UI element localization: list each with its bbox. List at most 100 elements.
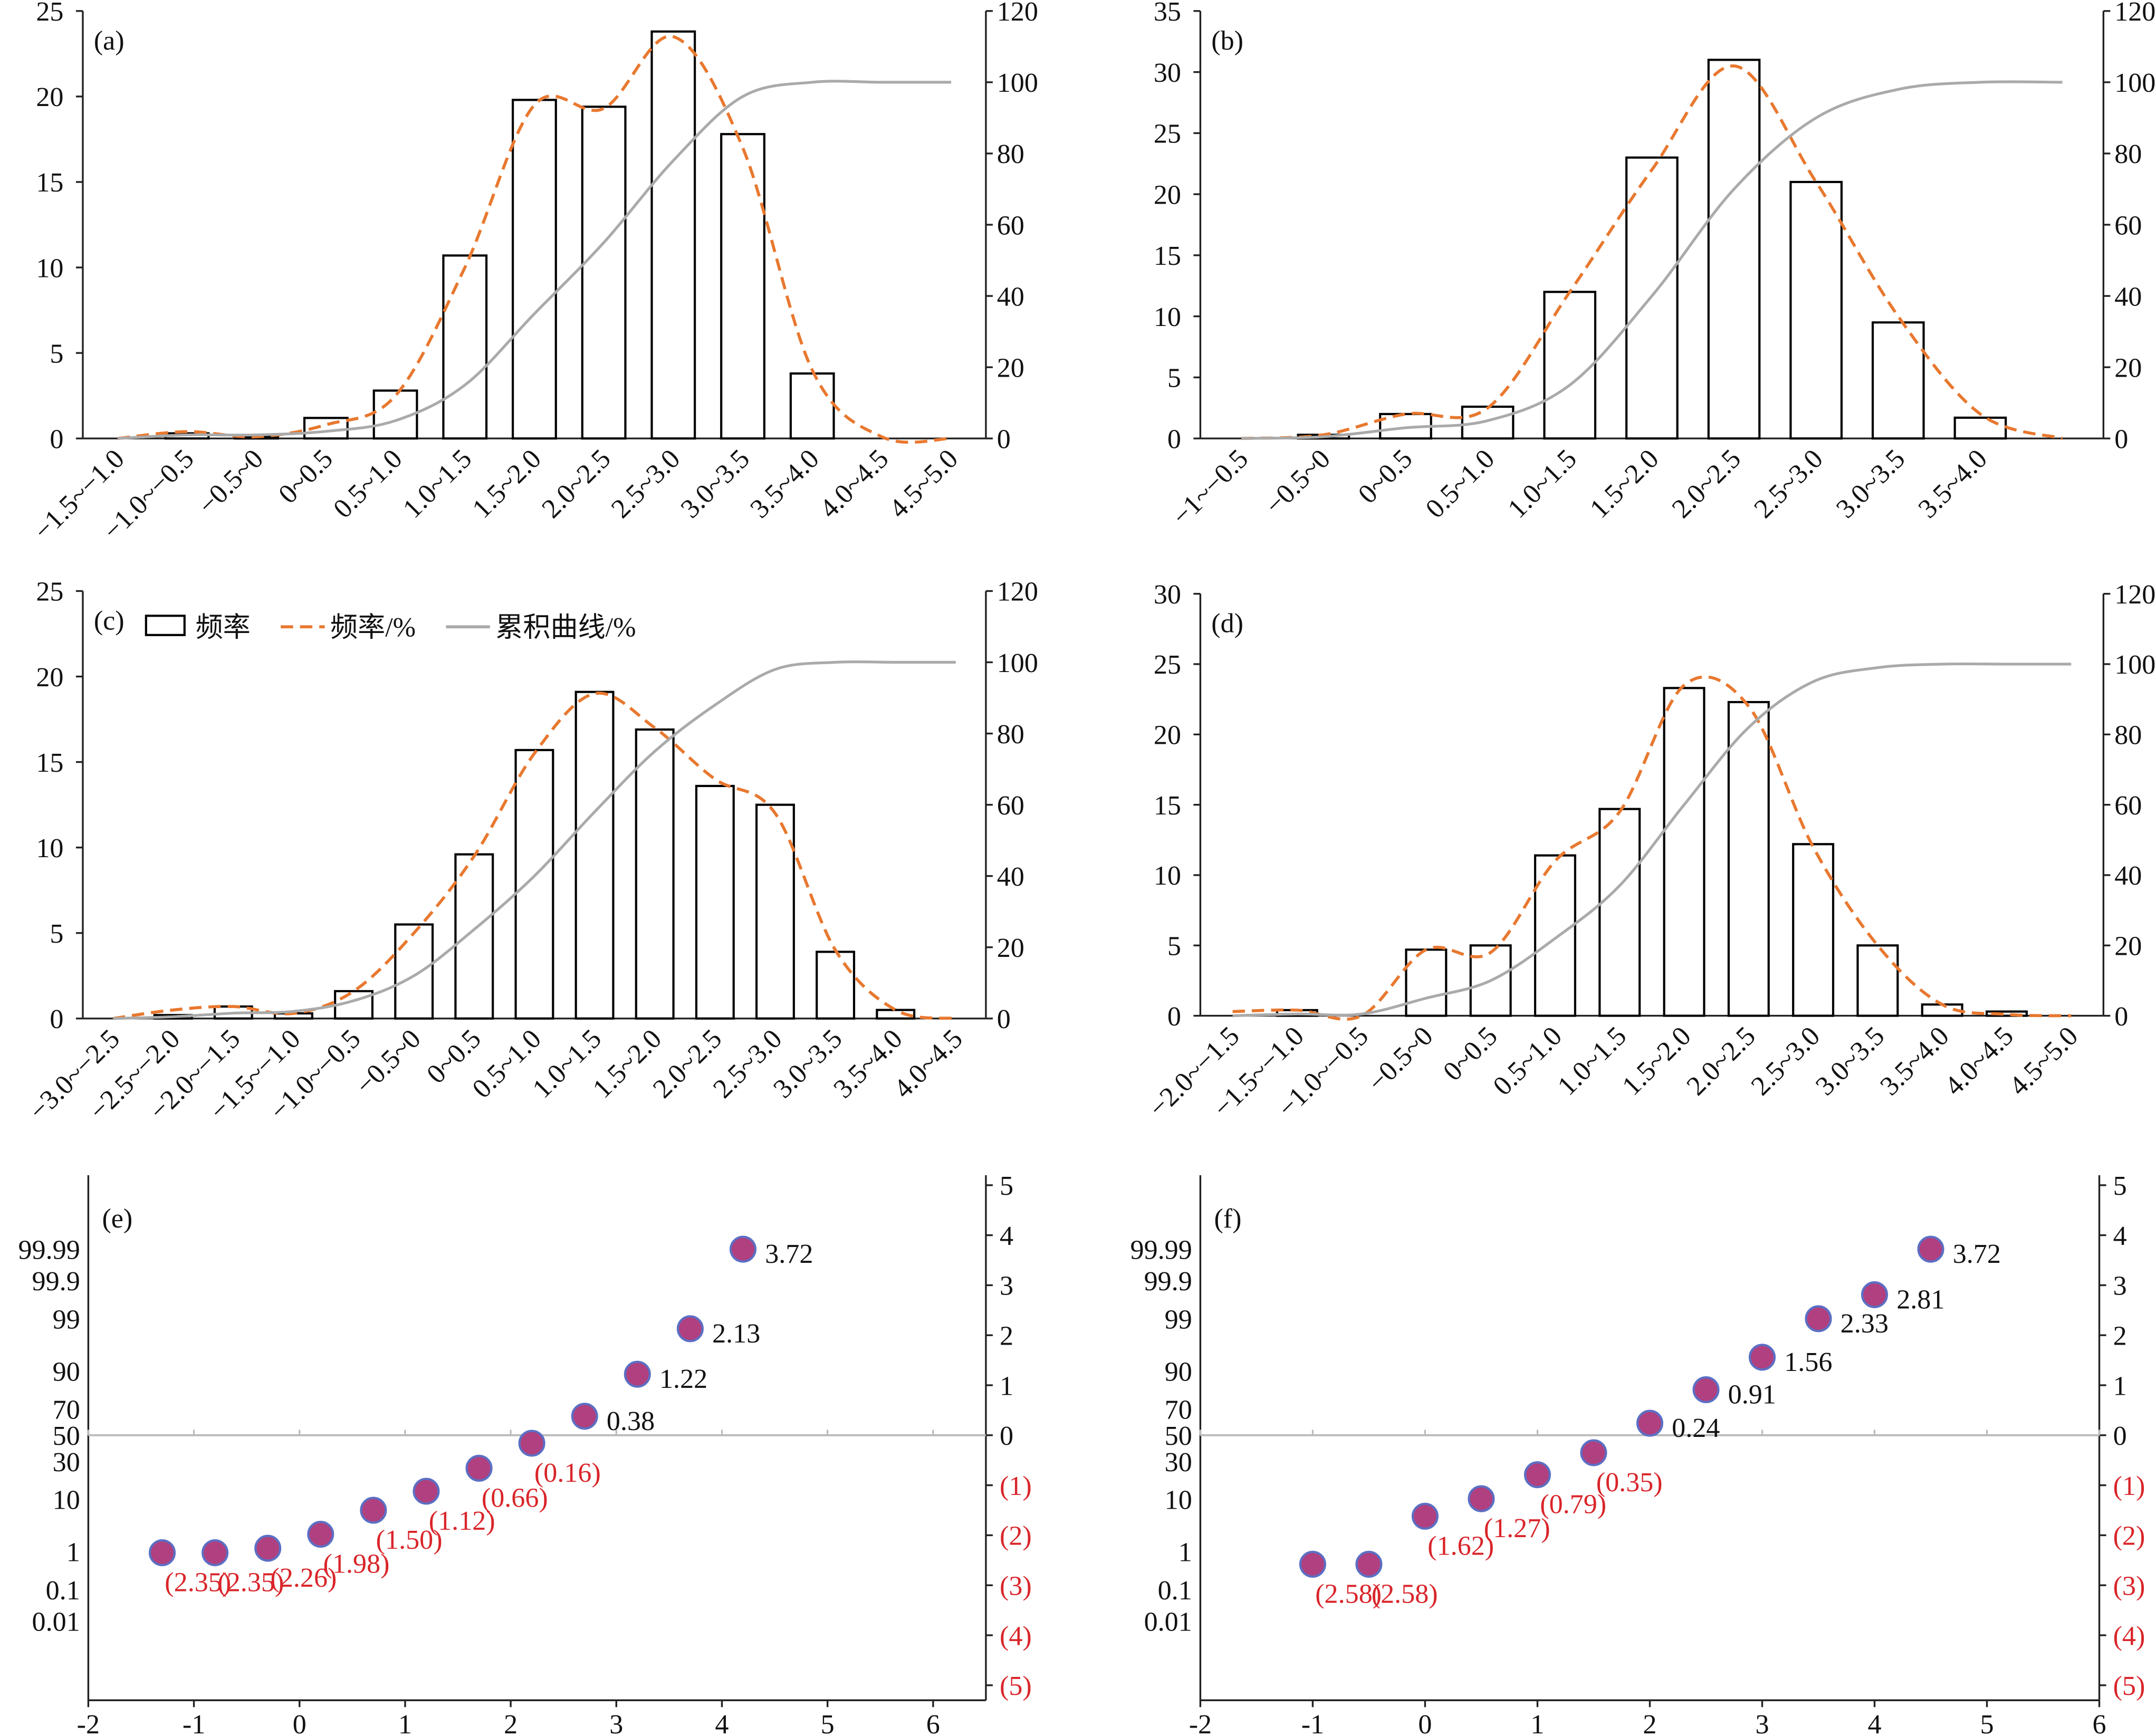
point: [1805, 1305, 1832, 1332]
x-tick-label: 1: [1530, 1710, 1544, 1736]
x-tick-label: 3.5~4.0: [744, 444, 825, 524]
y2-tick-label: (2): [1000, 1521, 1032, 1551]
point: [1411, 1502, 1439, 1530]
point: [1355, 1550, 1383, 1578]
data-label: (0.16): [534, 1458, 601, 1488]
y-tick-label: 0.1: [46, 1576, 80, 1606]
bar: [816, 951, 856, 1020]
y2-tick-label: 0: [2114, 1002, 2128, 1032]
y2-tick-label: 0: [1000, 1421, 1013, 1451]
y2-tick-label: 0: [2114, 424, 2128, 454]
y-tick-label: 99: [1165, 1305, 1192, 1335]
y2-tick-label: 40: [2114, 861, 2142, 891]
y-tick-label: 5: [50, 339, 63, 369]
y2-tick-label: (3): [1000, 1571, 1032, 1601]
panel: -2 -1 0 1 2 3 4 5 6543210(1)(2)(3)(4)(5)0.010.11…: [1130, 1171, 2145, 1736]
y2-tick-label: 80: [997, 139, 1024, 169]
point: [148, 1539, 176, 1567]
y-tick-label: 0.01: [1144, 1607, 1192, 1637]
x-tick-label: 2: [504, 1710, 518, 1736]
y-tick-label: 10: [53, 1485, 80, 1516]
x-tick-label: −0.5~0: [193, 444, 270, 521]
bar: [1727, 701, 1770, 1017]
y2-tick-label: (1): [2113, 1471, 2145, 1501]
y-tick-label: 0.1: [1158, 1576, 1192, 1606]
legend-label: 频率: [196, 612, 251, 642]
bar: [755, 803, 795, 1020]
y-tick-label: 99.9: [1144, 1267, 1192, 1297]
bar: [454, 853, 494, 1020]
y2-tick-label: 60: [997, 791, 1024, 821]
point: [1748, 1344, 1776, 1371]
x-tick-label: 3: [609, 1710, 623, 1736]
x-tick-label: 6: [926, 1710, 940, 1736]
y2-tick-label: 40: [997, 282, 1024, 312]
bar: [650, 30, 696, 440]
y2-tick-label: 100: [997, 68, 1038, 98]
y2-tick-label: 40: [2114, 282, 2142, 312]
y-tick-label: 0: [50, 1004, 63, 1034]
point: [465, 1454, 493, 1482]
x-tick-label: 3.5~4.0: [828, 1024, 908, 1104]
x-tick-label: 4.5~5.0: [884, 444, 964, 524]
point: [254, 1534, 282, 1562]
bar: [635, 728, 675, 1020]
point: [624, 1360, 651, 1388]
point: [1299, 1550, 1326, 1578]
y2-tick-label: 4: [2113, 1221, 2127, 1251]
panel: 0510152025020406080100120−3.0~−2.5−2.5~−…: [23, 577, 1038, 1126]
y2-tick-label: 20: [2114, 353, 2142, 383]
x-tick-label: 3.0~3.5: [1810, 1021, 1890, 1101]
y-tick-label: 0: [50, 424, 63, 454]
y2-tick-label: 120: [2114, 0, 2155, 27]
x-tick-label: 4.0~4.5: [814, 444, 894, 524]
y2-tick-label: 4: [1000, 1221, 1013, 1251]
y-tick-label: 30: [1154, 58, 1181, 88]
y2-tick-label: 120: [997, 577, 1038, 607]
data-label: (0.66): [482, 1483, 548, 1513]
x-tick-label: 0: [1418, 1710, 1432, 1736]
bar: [574, 690, 615, 1020]
point: [1917, 1235, 1944, 1263]
point: [413, 1478, 440, 1505]
x-tick-label: 4.0~4.5: [1939, 1021, 2019, 1101]
y-tick-label: 90: [1165, 1357, 1192, 1387]
x-tick-label: 1.5~2.0: [587, 1024, 667, 1104]
y-tick-label: 99.9: [32, 1267, 80, 1297]
point: [307, 1520, 334, 1548]
y-tick-label: 0: [1167, 424, 1181, 454]
bar: [1953, 416, 2007, 440]
x-tick-label: 1.5~2.0: [1616, 1021, 1697, 1101]
data-label: 2.33: [1841, 1309, 1889, 1339]
x-tick-label: 4: [1867, 1710, 1881, 1736]
y-tick-label: 0.01: [32, 1607, 80, 1637]
y2-tick-label: 3: [1000, 1271, 1013, 1301]
panel: -2 -1 0 1 2 3 4 5 6543210(1)(2)(3)(4)(5)0.010.11…: [18, 1171, 1032, 1736]
data-label: (1.12): [429, 1506, 495, 1536]
x-tick-label: 1.0~1.5: [1502, 444, 1583, 524]
x-tick-label: −0.5~0: [1362, 1021, 1439, 1098]
point: [202, 1539, 229, 1567]
y-tick-label: 25: [1154, 650, 1181, 680]
y-tick-label: 10: [1165, 1485, 1192, 1516]
legend-label: 频率/%: [330, 612, 416, 642]
y2-tick-label: 1: [1000, 1371, 1013, 1401]
x-tick-label: 1.0~1.5: [1552, 1021, 1632, 1101]
y2-tick-label: 0: [2113, 1421, 2127, 1451]
x-tick-label: 2.5~3.0: [707, 1024, 788, 1104]
y-tick-label: 30: [1154, 580, 1181, 610]
bar: [1405, 948, 1448, 1017]
bar: [514, 749, 554, 1020]
point: [571, 1403, 598, 1430]
data-label: (2.58): [1315, 1579, 1382, 1609]
point: [1861, 1281, 1889, 1308]
data-label: (2.58): [1372, 1579, 1438, 1609]
y2-tick-label: 0: [997, 1004, 1011, 1034]
x-tick-label: −0.5~0: [1259, 444, 1336, 521]
point: [1692, 1376, 1720, 1404]
point: [1468, 1485, 1495, 1512]
y-tick-label: 15: [1154, 791, 1181, 821]
x-tick-label: 1: [398, 1710, 412, 1736]
y-tick-label: 15: [1154, 241, 1181, 271]
panel: 051015202530020406080100120−2.0~−1.5−1.5…: [1143, 580, 2156, 1124]
